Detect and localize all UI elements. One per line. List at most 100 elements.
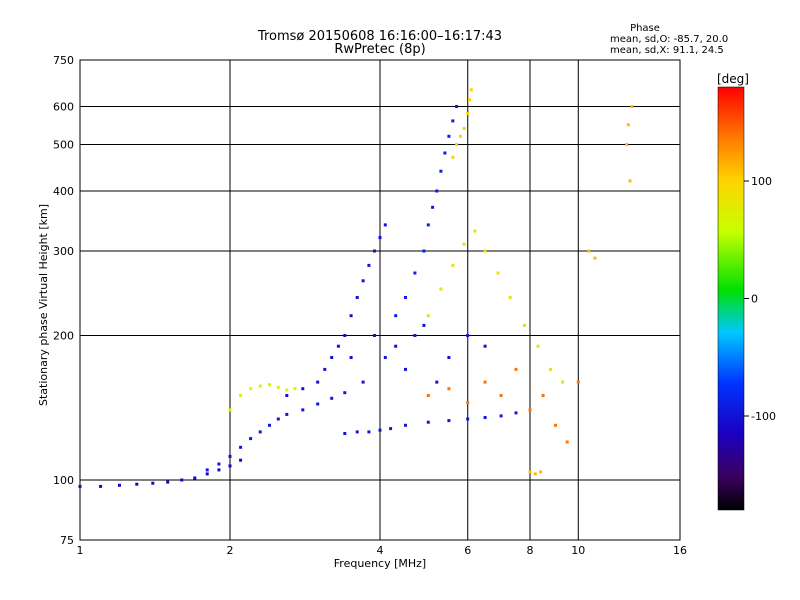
data-point bbox=[536, 344, 540, 348]
data-point bbox=[533, 472, 537, 476]
data-point bbox=[373, 249, 376, 253]
data-point bbox=[301, 408, 305, 412]
data-point bbox=[447, 387, 451, 391]
data-point bbox=[378, 236, 382, 240]
data-point bbox=[593, 256, 597, 260]
data-point bbox=[301, 387, 305, 391]
data-point bbox=[99, 484, 103, 488]
data-point bbox=[468, 98, 471, 102]
data-point bbox=[455, 105, 459, 108]
data-point bbox=[378, 428, 382, 432]
y-tick-label: 75 bbox=[60, 534, 74, 547]
y-tick-label: 750 bbox=[53, 54, 74, 67]
x-tick-label: 1 bbox=[77, 544, 84, 557]
data-point bbox=[239, 445, 243, 449]
data-point bbox=[549, 367, 553, 371]
data-point bbox=[394, 314, 398, 318]
data-point bbox=[447, 419, 451, 423]
data-point bbox=[228, 454, 232, 458]
data-point bbox=[413, 271, 417, 275]
data-point bbox=[166, 480, 170, 484]
data-point bbox=[561, 380, 565, 384]
data-point bbox=[404, 423, 407, 427]
data-point bbox=[431, 205, 435, 209]
colorbar-tick-label: -100 bbox=[751, 410, 776, 423]
data-point bbox=[528, 470, 532, 474]
data-point bbox=[422, 249, 426, 253]
data-point bbox=[483, 249, 487, 253]
data-point bbox=[539, 470, 543, 474]
data-point bbox=[469, 88, 473, 92]
data-point bbox=[483, 416, 487, 419]
x-axis-label: Frequency [MHz] bbox=[334, 557, 426, 570]
data-point bbox=[383, 356, 387, 359]
data-point bbox=[499, 414, 503, 418]
data-point bbox=[451, 119, 455, 123]
data-point bbox=[413, 334, 417, 337]
data-point bbox=[268, 423, 271, 427]
data-point bbox=[565, 440, 569, 444]
y-tick-label: 200 bbox=[53, 330, 74, 343]
data-point bbox=[458, 134, 462, 138]
colorbar-tick-label: 100 bbox=[751, 175, 772, 188]
data-point bbox=[276, 385, 280, 389]
chart-title: Tromsø 20150608 16:16:00–16:17:43 bbox=[257, 29, 502, 44]
data-point bbox=[554, 423, 557, 427]
data-point bbox=[343, 391, 347, 395]
data-point bbox=[78, 484, 82, 488]
data-point bbox=[373, 334, 376, 337]
data-point bbox=[228, 408, 232, 412]
data-point bbox=[587, 249, 591, 253]
data-point bbox=[404, 296, 407, 299]
data-point bbox=[336, 344, 340, 348]
y-axis-label: Stationary phase Virtual Height [km] bbox=[37, 204, 50, 406]
data-point bbox=[367, 430, 371, 434]
data-point bbox=[426, 223, 430, 227]
data-point bbox=[249, 387, 253, 391]
data-point bbox=[258, 430, 262, 434]
data-point bbox=[466, 417, 470, 421]
data-point bbox=[268, 383, 271, 387]
data-point bbox=[394, 344, 398, 348]
data-point bbox=[330, 356, 334, 359]
data-point bbox=[217, 468, 221, 472]
data-point bbox=[323, 367, 327, 371]
colorbar bbox=[717, 86, 745, 511]
data-point bbox=[293, 387, 297, 391]
data-point bbox=[426, 314, 430, 318]
phase-stats-heading: Phase bbox=[630, 23, 660, 34]
y-tick-label: 100 bbox=[53, 474, 74, 487]
colorbar-ticks: 100 0 -100 bbox=[744, 175, 776, 423]
data-point bbox=[451, 155, 455, 159]
data-point bbox=[367, 263, 371, 267]
y-tick-label: 600 bbox=[53, 101, 74, 114]
data-point bbox=[447, 134, 451, 138]
x-tick-label: 2 bbox=[227, 544, 234, 557]
data-point bbox=[499, 394, 503, 397]
data-point bbox=[355, 430, 359, 434]
data-point bbox=[435, 189, 439, 193]
data-point bbox=[628, 179, 632, 183]
data-point bbox=[576, 380, 580, 384]
data-point bbox=[217, 462, 221, 466]
data-point bbox=[451, 263, 455, 267]
data-point bbox=[473, 229, 477, 233]
data-point bbox=[462, 242, 466, 246]
data-point bbox=[462, 127, 466, 130]
data-point bbox=[404, 367, 407, 371]
data-point bbox=[426, 394, 430, 397]
data-point bbox=[447, 356, 451, 359]
data-point bbox=[349, 314, 353, 318]
data-point bbox=[258, 384, 262, 388]
data-point bbox=[330, 396, 334, 400]
data-point bbox=[361, 279, 365, 283]
data-point bbox=[426, 420, 430, 424]
x-tick-label: 16 bbox=[673, 544, 687, 557]
colorbar-tick-label: 0 bbox=[751, 293, 758, 306]
axes: 1 2 4 6 8 10 16 75 100 200 300 400 500 600 750 bbox=[53, 54, 687, 557]
colorbar-label: [deg] bbox=[717, 72, 749, 86]
y-tick-label: 300 bbox=[53, 245, 74, 258]
data-point bbox=[239, 458, 243, 462]
data-point bbox=[193, 476, 197, 480]
